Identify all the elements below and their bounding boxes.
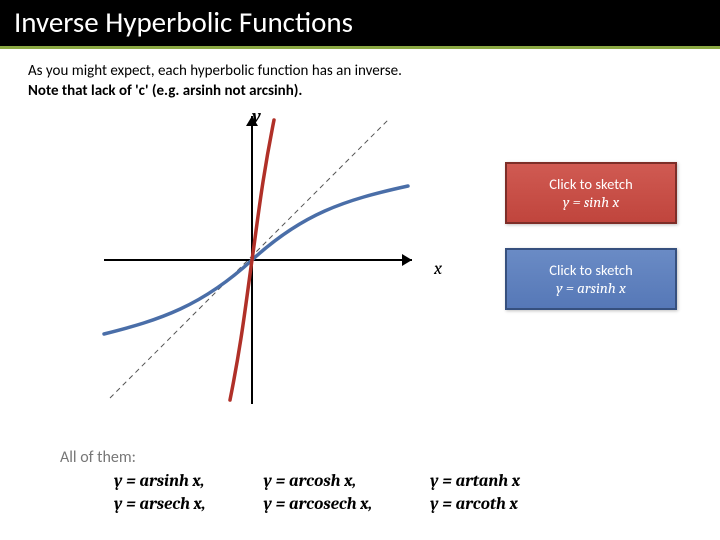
func-row: y = arsinh x, y = arsech x, y = arcosh x… — [60, 471, 700, 517]
sketch-arsinh-button[interactable]: Click to sketch y = arsinh x — [505, 248, 677, 310]
sketch-sinh-button[interactable]: Click to sketch y = sinh x — [505, 162, 677, 224]
x-axis-arrow — [402, 254, 412, 266]
button-label: Click to sketch — [549, 261, 632, 279]
title-bar: Inverse Hyperbolic Functions — [0, 0, 720, 49]
intro-text: As you might expect, each hyperbolic fun… — [0, 49, 720, 102]
main-area: y x Click to sketch y = sinh x Click to … — [0, 102, 720, 442]
all-label: All of them: — [60, 448, 700, 467]
func-arsech: y = arsech x, — [114, 494, 206, 517]
intro-line-2: Note that lack of 'c' (e.g. arsinh not a… — [28, 81, 692, 101]
page-title: Inverse Hyperbolic Functions — [14, 4, 706, 40]
func-col-3: y = artanh x y = arcoth x — [430, 471, 520, 517]
func-arcosech: y = arcosech x, — [264, 494, 373, 517]
func-col-2: y = arcosh x, y = arcosech x, — [264, 471, 373, 517]
func-arsinh: y = arsinh x, — [114, 471, 206, 494]
chart-svg — [90, 102, 430, 412]
intro-line-1: As you might expect, each hyperbolic fun… — [28, 61, 692, 81]
all-functions: All of them: y = arsinh x, y = arsech x,… — [60, 448, 700, 517]
func-col-1: y = arsinh x, y = arsech x, — [114, 471, 206, 517]
axis-label-y: y — [252, 106, 261, 127]
axis-label-x: x — [434, 258, 442, 279]
func-arcoth: y = arcoth x — [430, 494, 520, 517]
func-arcosh: y = arcosh x, — [264, 471, 373, 494]
button-eq: y = sinh x — [563, 193, 619, 211]
func-artanh: y = artanh x — [430, 471, 520, 494]
button-label: Click to sketch — [549, 175, 632, 193]
chart — [90, 102, 430, 412]
line-yx — [110, 118, 390, 398]
button-eq: y = arsinh x — [556, 279, 626, 297]
